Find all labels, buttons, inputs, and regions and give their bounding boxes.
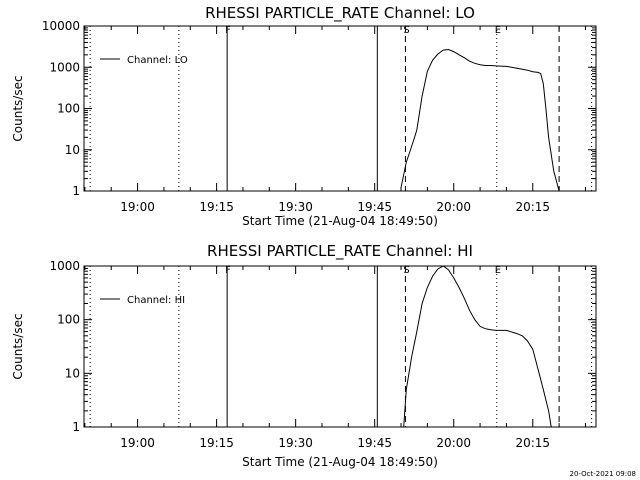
chart2-legend-label: Channel: HI [127, 295, 185, 306]
chart1-x-tick-label: 19:45 [357, 200, 392, 214]
chart2-x-tick-label: 19:30 [278, 436, 313, 450]
chart2-event-label: F [225, 265, 231, 276]
chart1-series-line [400, 48, 560, 192]
chart2-x-tick-label: 20:15 [515, 436, 550, 450]
chart2-y-tick-label: 10 [65, 366, 80, 380]
chart1-x-tick-label: 19:00 [120, 200, 155, 214]
chart2-x-tick-label: 19:00 [120, 436, 155, 450]
chart1-legend-label: Channel: LO [127, 55, 188, 66]
chart1-x-tick-label: 20:00 [436, 200, 471, 214]
chart2-title: RHESSI PARTICLE_RATE Channel: HI [207, 242, 473, 261]
chart1-event-label: S [403, 25, 409, 36]
chart2-y-tick-label: 1000 [49, 259, 80, 273]
chart1-x-tick-label: 19:30 [278, 200, 313, 214]
chart1-x-tick-label: 19:15 [199, 200, 234, 214]
chart1-event-label: F [225, 25, 231, 36]
chart1-y-tick-label: 1000 [49, 60, 80, 74]
chart2-series-line [403, 265, 552, 428]
chart2-y-tick-label: 100 [57, 313, 80, 327]
chart2-y-axis-label: Counts/sec [11, 313, 25, 379]
chart2-y-tick-label: 1 [72, 420, 80, 434]
chart1-y-axis-label: Counts/sec [11, 75, 25, 141]
chart2-x-tick-label: 19:45 [357, 436, 392, 450]
chart1-y-tick-label: 10000 [42, 19, 80, 33]
chart2-x-axis-label: Start Time (21-Aug-04 18:49:50) [242, 455, 438, 469]
chart2-event-label: E [495, 265, 501, 276]
chart1-x-axis-label: Start Time (21-Aug-04 18:49:50) [242, 214, 438, 228]
chart2-plot-frame [83, 265, 597, 428]
chart2-event-label: S [403, 265, 409, 276]
chart1-y-tick-label: 1 [72, 184, 80, 198]
chart2-x-tick-label: 20:00 [436, 436, 471, 450]
footer-timestamp: 20-Oct-2021 09:08 [570, 470, 636, 478]
chart1-y-tick-label: 10 [65, 143, 80, 157]
chart1-event-label: E [495, 25, 501, 36]
chart1-plot-frame [83, 25, 597, 192]
chart1-y-tick-label: 100 [57, 102, 80, 116]
chart1-title: RHESSI PARTICLE_RATE Channel: LO [205, 4, 475, 23]
chart1-x-tick-label: 20:15 [515, 200, 550, 214]
chart2-x-tick-label: 19:15 [199, 436, 234, 450]
